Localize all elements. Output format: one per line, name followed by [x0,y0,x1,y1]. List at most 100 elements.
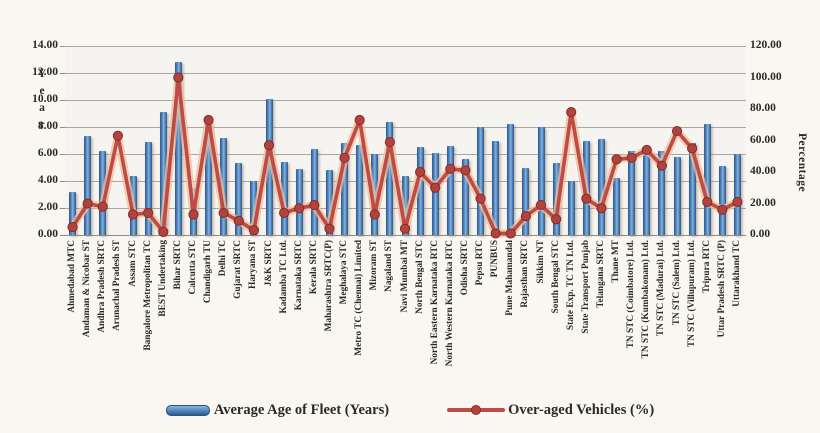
line-marker [112,130,123,141]
category-label: North Bengal STC [414,240,425,314]
line-marker [520,211,531,222]
left-axis-tick-label: 0.00 [37,228,58,240]
category-label: TN STC (Salem) Ltd. [671,240,682,326]
bar [492,140,500,235]
bar [507,124,515,235]
category-label: Kadamba TC Ltd. [278,240,289,314]
bar [84,136,92,235]
category-label: Gujarat SRTC [233,240,244,299]
left-axis-tick-label: 6.00 [37,147,58,159]
line-marker [67,222,78,233]
category-label: Bihar SRTC [172,240,183,290]
line-series-swatch-icon [447,405,506,415]
bar [295,168,303,235]
category-label: Calcutta STC [187,240,198,295]
category-label: Mizoram ST [369,240,380,291]
left-axis-tick-label: 10.00 [32,93,58,105]
bar [205,120,213,235]
line-marker [248,225,259,236]
category-label: Arunachal Pradesh ST [112,240,123,331]
right-axis-title: Percentage [796,133,808,193]
line-marker [294,203,305,214]
category-label: J&K SRTC [263,240,274,287]
legend-item-bar-series: Average Age of Fleet (Years) [165,402,389,419]
category-label: Sikkim NT [535,240,546,284]
category-label: Pepsu RTC [475,240,486,286]
left-axis-tick-mark [60,100,65,101]
category-label: Rajasthan SRTC [520,240,531,308]
category-label: Pune Mahamandal [505,240,516,316]
bar [341,143,349,235]
bar [220,137,228,235]
category-label: TN STC (Coimbatore) Ltd. [626,240,637,349]
category-label: Maharashtra SRTC(P) [323,240,334,332]
right-axis-tick-label: 40.00 [750,165,776,177]
category-label: Haryana ST [248,240,259,289]
category-label: Navi Mumbai MT [399,240,410,313]
bar [325,170,333,235]
left-axis-tick-label: 14.00 [32,39,58,51]
category-label: Delhi TC [218,240,229,277]
line-marker [218,207,229,219]
gridline [65,235,746,236]
category-label: Meghalaya STC [339,240,350,305]
line-marker [611,154,622,165]
category-label: TN STC (Madurai) Ltd. [656,240,667,337]
line-marker [581,193,592,204]
line-marker [490,228,501,239]
line-marker [158,226,169,237]
category-label: Odisha SRTC [459,240,470,296]
bar [567,181,575,235]
category-label: Andaman & Nicobar ST [82,240,93,338]
bar [688,143,696,235]
line-marker [460,165,471,176]
line-marker [430,182,441,193]
line-marker [339,152,350,163]
line-marker [82,198,93,209]
bar [628,151,636,235]
bar [69,191,77,235]
line-marker [263,140,275,151]
line-marker [475,193,486,204]
line-marker [641,144,652,156]
category-label: Telangana SRTC [595,240,606,308]
bar [673,156,681,235]
line-marker [596,203,607,214]
category-label: State Transport Punjab [580,240,591,334]
left-axis-tick-mark [60,154,65,155]
category-label: South Bengal STC [550,240,561,314]
bar [310,148,318,235]
line-marker [324,223,335,234]
bar [733,154,741,235]
category-label: Metro TC (Chennai) Limited [354,240,365,356]
gridline [65,100,746,101]
line-marker [505,228,516,239]
right-axis-tick-label: 80.00 [750,102,776,114]
bar [159,112,167,235]
right-axis-tick-label: 20.00 [750,196,776,209]
bar [643,152,651,235]
line-marker [399,223,411,234]
bar [235,163,243,235]
left-axis-tick-mark [60,235,65,236]
category-label: State Exp. TC TN Ltd. [565,240,576,331]
line-marker [551,214,562,225]
line-marker [354,114,365,126]
bar [174,62,182,235]
legend-item-line-series: Over-aged Vehicles (%) [447,402,654,419]
line-marker [309,199,320,211]
gridline [65,154,746,155]
line-marker [732,196,743,208]
legend: Average Age of Fleet (Years) Over-aged V… [0,396,820,424]
bar [386,121,394,235]
gridline [65,73,746,74]
bar [703,124,711,235]
category-label: TN STC (Villupuram) Ltd. [686,240,697,348]
category-label: TN STC (Kumbakonam) Ltd. [641,240,652,359]
bar [537,127,545,235]
line-marker [97,201,108,212]
bar [613,178,621,235]
left-axis-tick-label: 4.00 [37,174,58,186]
right-axis-tick-label: 0.00 [750,228,771,240]
category-label: Uttar Pradesh SRTC (P) [716,240,727,338]
